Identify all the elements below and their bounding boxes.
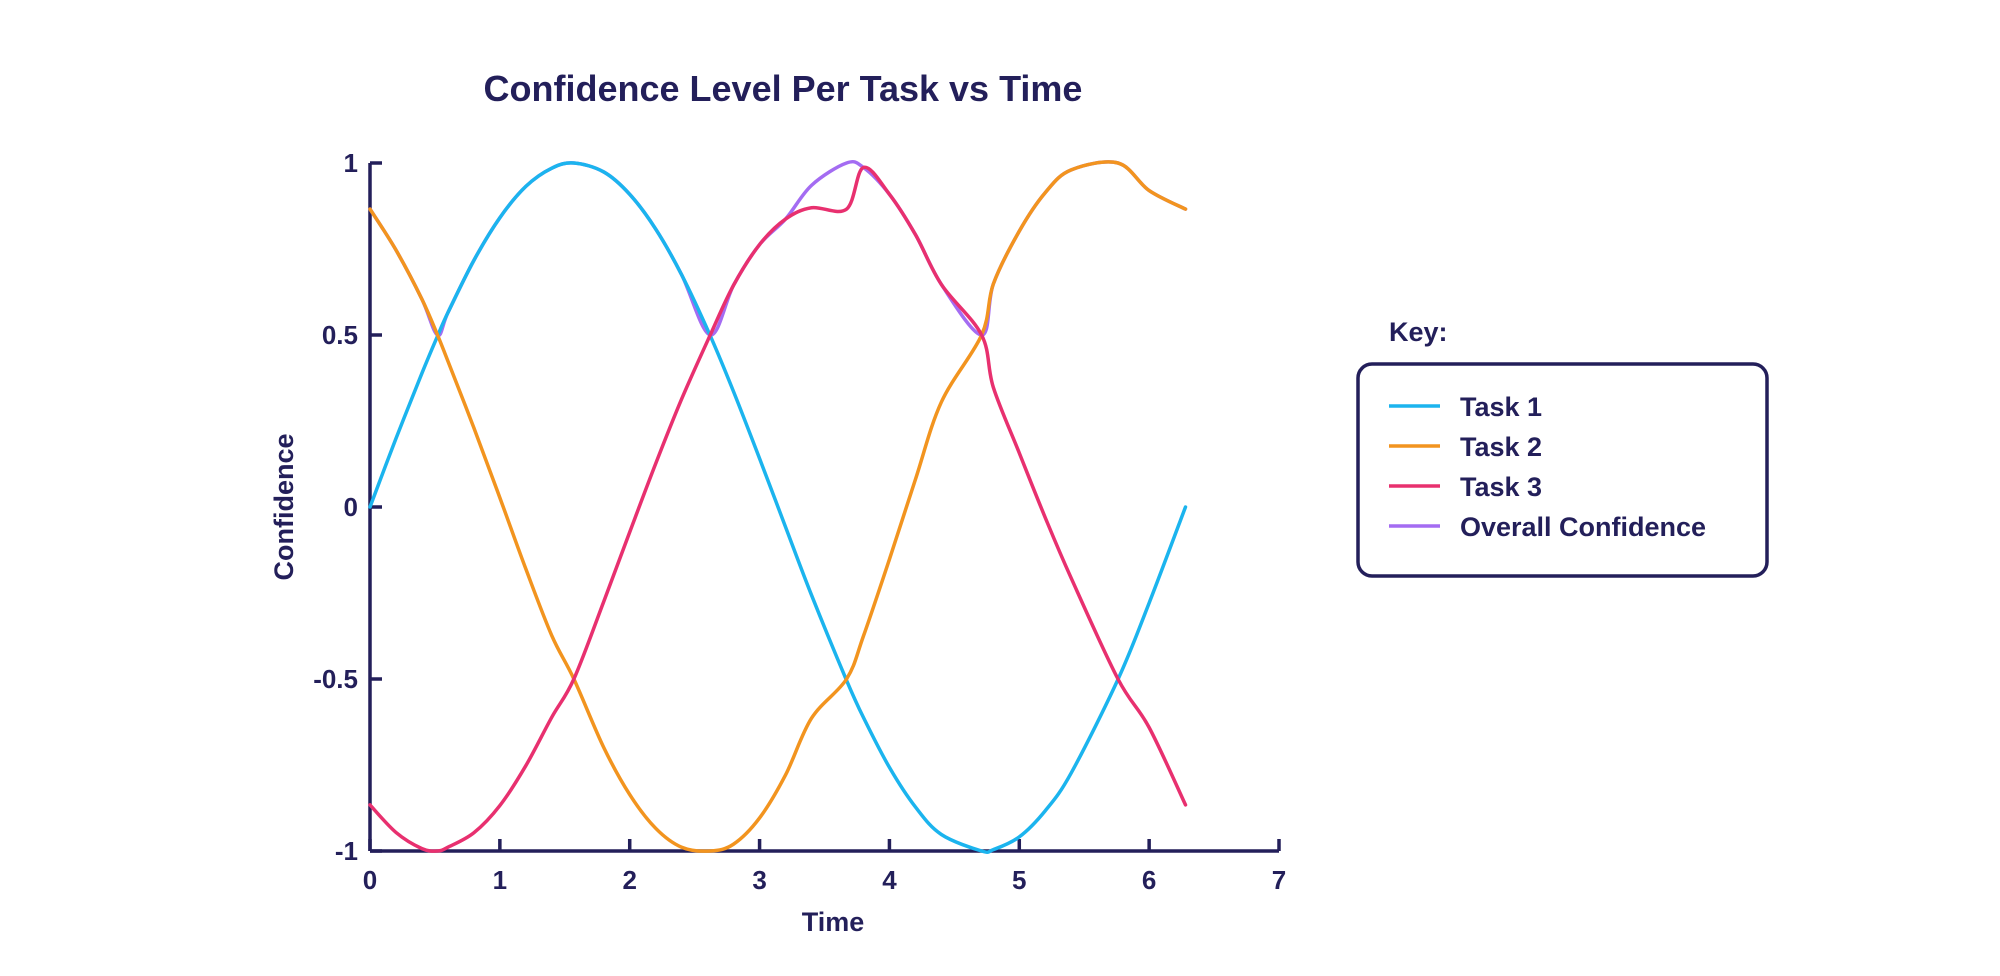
plot-area: 0 1 2 3 4 5 6 7 1 0.5 0 -0.5 -1	[313, 148, 1286, 895]
x-tick-label: 5	[1012, 865, 1026, 895]
x-axis-label: Time	[802, 907, 865, 937]
x-axis-ticks: 0 1 2 3 4 5 6 7	[363, 839, 1286, 895]
y-tick-label: 0	[344, 492, 358, 522]
y-axis-label: Confidence	[269, 433, 299, 580]
y-tick-label: -0.5	[313, 664, 358, 694]
y-axis-ticks: 1 0.5 0 -0.5 -1	[313, 148, 382, 866]
series-line-task-2	[368, 160, 1188, 853]
x-tick-label: 1	[493, 865, 507, 895]
legend: Key: Task 1 Task 2 Task 3 Overall Confidenc…	[1356, 317, 1769, 578]
legend-items: Task 1 Task 2 Task 3 Overall Confidence	[1389, 392, 1706, 542]
x-tick-label: 2	[622, 865, 636, 895]
series-lines	[368, 159, 1188, 855]
y-tick-label: 1	[344, 148, 358, 178]
x-tick-label: 3	[752, 865, 766, 895]
legend-label: Task 2	[1460, 432, 1542, 462]
x-tick-label: 0	[363, 865, 377, 895]
legend-label: Overall Confidence	[1460, 512, 1706, 542]
x-tick-label: 6	[1142, 865, 1156, 895]
series-line-overall-confidence	[368, 159, 1188, 337]
series-line-task-3	[368, 165, 1188, 853]
y-tick-label: -1	[335, 836, 358, 866]
legend-box	[1356, 362, 1769, 578]
series-line-task-1	[368, 161, 1188, 855]
y-tick-label: 0.5	[322, 320, 358, 350]
legend-title: Key:	[1389, 317, 1448, 347]
x-tick-label: 7	[1272, 865, 1286, 895]
chart-title: Confidence Level Per Task vs Time	[484, 68, 1083, 109]
legend-label: Task 1	[1460, 392, 1542, 422]
legend-label: Task 3	[1460, 472, 1542, 502]
x-tick-label: 4	[882, 865, 897, 895]
